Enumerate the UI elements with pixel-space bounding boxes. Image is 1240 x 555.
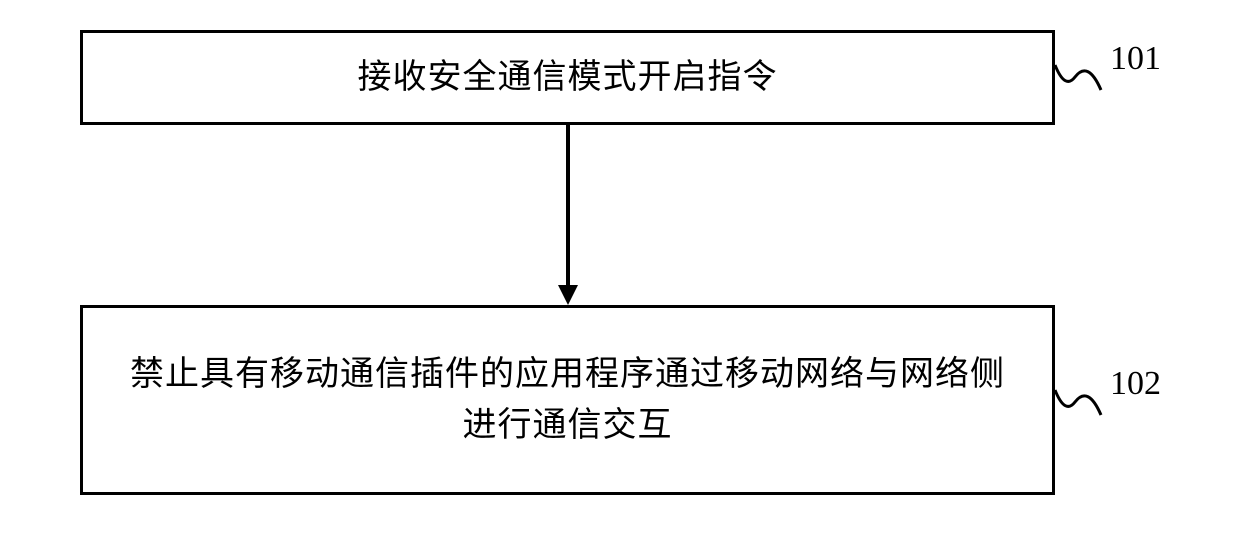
arrow-line-1	[566, 125, 570, 285]
step2-label: 禁止具有移动通信插件的应用程序通过移动网络与网络侧进行通信交互	[123, 349, 1012, 451]
arrow-head-1	[558, 285, 578, 305]
step1-number: 101	[1110, 40, 1161, 78]
connector-wave-2	[1053, 380, 1103, 430]
step1-label: 接收安全通信模式开启指令	[358, 52, 778, 103]
flowchart-node-step1: 接收安全通信模式开启指令	[80, 30, 1055, 125]
step2-number: 102	[1110, 365, 1161, 403]
flowchart-node-step2: 禁止具有移动通信插件的应用程序通过移动网络与网络侧进行通信交互	[80, 305, 1055, 495]
connector-wave-1	[1053, 55, 1103, 105]
